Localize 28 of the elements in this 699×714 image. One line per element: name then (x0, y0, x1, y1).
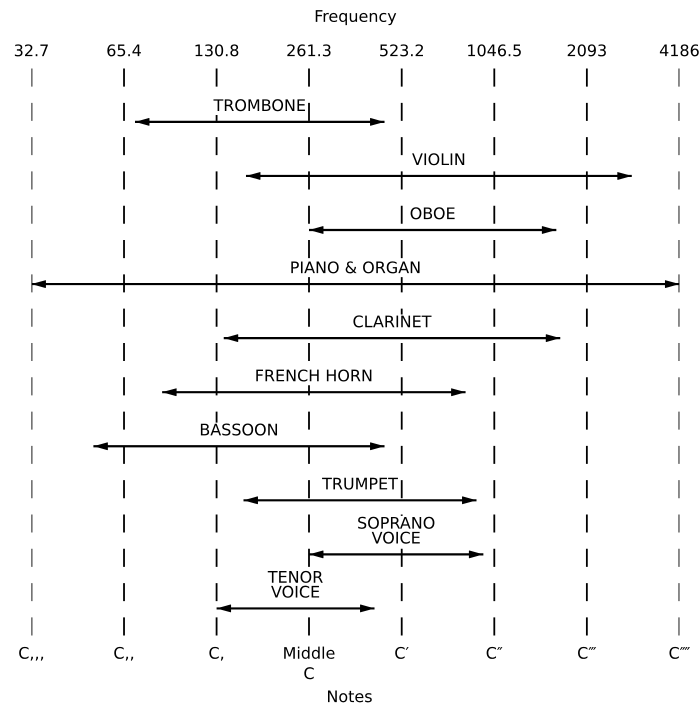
y-tick-label: TENOR VOICE (268, 570, 323, 598)
x-tick-label: 32.7 (14, 44, 48, 56)
y-tick-label: TRUMPET (322, 478, 398, 490)
text: C⁗ (669, 646, 690, 659)
x-tick-label: 1046.5 (468, 44, 521, 56)
text: C‴ (578, 646, 596, 659)
y-tick-label: SOPRANO VOICE (358, 516, 434, 544)
x-tick-label: 523.2 (380, 44, 423, 56)
y-tick-label: VIOLIN (412, 153, 464, 166)
text: Notes (328, 690, 372, 702)
text: C′ (395, 646, 409, 659)
text: C″ (486, 646, 502, 659)
x-tick-label: 130.8 (195, 44, 238, 56)
y-tick-label: TROMBONE (213, 99, 305, 112)
text: Middle C (284, 646, 335, 680)
y-tick-label: FRENCH HORN (256, 369, 372, 382)
text: C, (209, 646, 224, 661)
y-tick-label: BASSOON (200, 424, 278, 436)
x-axis-title: Frequency (316, 10, 396, 26)
y-tick-label: CLARINET (353, 315, 432, 328)
y-tick-label: OBOE (410, 207, 455, 220)
x-tick-label: 261.3 (287, 44, 331, 56)
text: C,,, (19, 646, 44, 661)
x-tick-label: 65.4 (107, 44, 141, 56)
y-tick-label: PIANO & ORGAN (291, 261, 420, 274)
x-tick-label: 4186 (660, 44, 699, 56)
x-tick-label: 2093 (568, 44, 606, 56)
text: C,, (114, 646, 134, 661)
